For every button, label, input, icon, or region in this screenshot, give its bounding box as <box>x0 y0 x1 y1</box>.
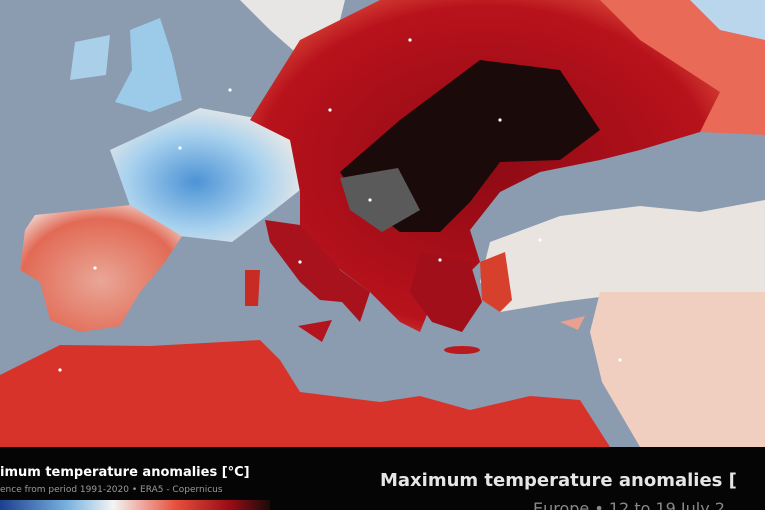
color-scale <box>0 500 270 510</box>
legend-subtitle: ence from period 1991-2020 • ERA5 - Cope… <box>0 485 223 495</box>
north-africa <box>0 340 610 447</box>
ireland <box>70 35 110 80</box>
northeast-blue <box>690 0 765 40</box>
caption-bar <box>0 447 765 510</box>
city-dots <box>58 38 622 372</box>
turkey-west <box>480 252 512 312</box>
middle-east <box>590 292 765 447</box>
map <box>0 0 765 447</box>
legend-title: imum temperature anomalies [°C] <box>0 465 250 480</box>
italy <box>265 220 370 322</box>
crete <box>444 346 480 354</box>
iberia <box>20 205 182 332</box>
greece <box>410 252 482 332</box>
hotspot-gray <box>340 168 420 232</box>
france <box>110 108 300 242</box>
sardinia <box>245 270 260 306</box>
great-britain <box>115 18 182 112</box>
header-title: Maximum temperature anomalies [ <box>380 470 737 491</box>
turkey <box>480 200 765 312</box>
header-subtitle: Europe • 12 to 19 July 2 <box>533 499 725 510</box>
cyprus <box>560 316 585 330</box>
sicily <box>298 320 332 342</box>
